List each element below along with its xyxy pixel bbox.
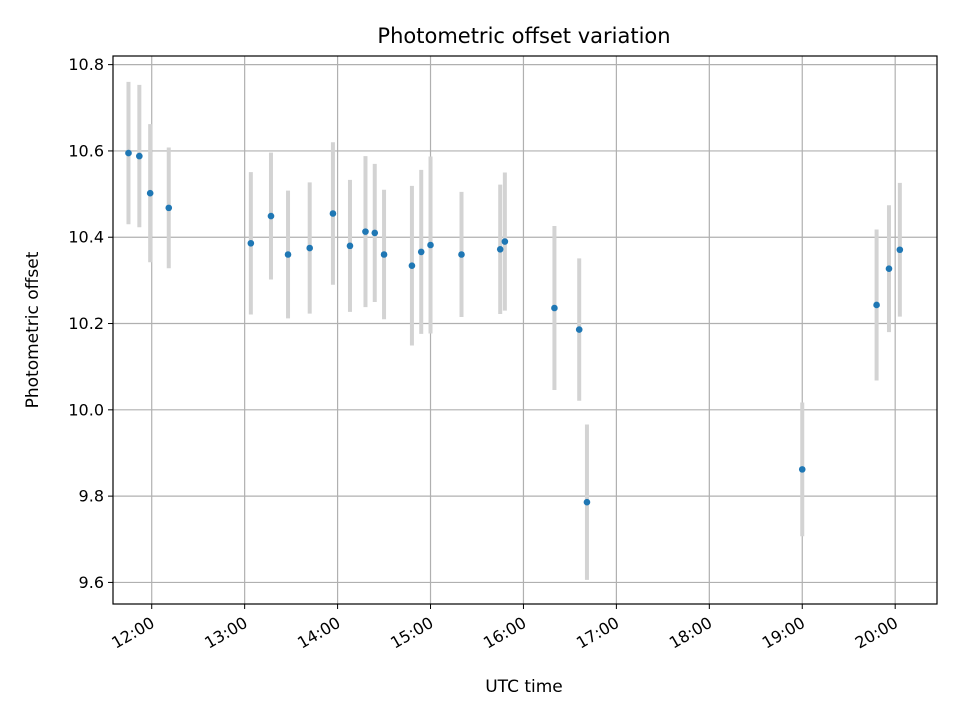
y-tick-label: 10.2 bbox=[68, 314, 104, 333]
data-point bbox=[551, 304, 558, 312]
y-axis-ticks: 9.6 9.8 10.0 10.2 10.4 10.6 10.8 bbox=[68, 55, 113, 592]
data-point bbox=[896, 246, 904, 254]
data-point bbox=[371, 229, 379, 237]
data-point bbox=[146, 189, 154, 197]
data-point bbox=[408, 262, 416, 270]
y-tick-label: 10.4 bbox=[68, 228, 104, 247]
data-point bbox=[284, 251, 292, 258]
y-tick-label: 10.0 bbox=[68, 400, 104, 419]
data-points bbox=[125, 149, 904, 506]
data-point bbox=[501, 238, 509, 245]
data-point bbox=[496, 246, 504, 253]
data-point bbox=[247, 239, 255, 247]
data-point bbox=[417, 248, 425, 256]
data-point bbox=[329, 210, 337, 217]
data-point bbox=[427, 241, 434, 249]
chart-title: Photometric offset variation bbox=[377, 24, 670, 48]
data-point bbox=[380, 251, 388, 258]
y-tick-label: 9.8 bbox=[79, 487, 104, 506]
data-point bbox=[575, 326, 583, 333]
data-point bbox=[458, 251, 465, 258]
y-tick-label: 10.6 bbox=[68, 141, 104, 160]
data-point bbox=[306, 244, 314, 252]
data-point bbox=[125, 149, 132, 157]
y-tick-label: 10.8 bbox=[68, 55, 104, 74]
data-point bbox=[885, 265, 893, 273]
y-axis-label: Photometric offset bbox=[23, 251, 43, 408]
x-axis-label: UTC time bbox=[485, 677, 563, 697]
data-point bbox=[136, 152, 143, 160]
data-point bbox=[165, 204, 173, 212]
grid bbox=[113, 56, 937, 604]
plot-frame bbox=[112, 55, 938, 605]
data-point bbox=[798, 466, 806, 473]
data-point bbox=[583, 498, 591, 506]
data-point bbox=[346, 242, 354, 250]
data-point bbox=[873, 301, 880, 309]
data-point bbox=[267, 212, 275, 220]
y-tick-label: 9.6 bbox=[79, 573, 104, 592]
data-point bbox=[362, 228, 369, 235]
